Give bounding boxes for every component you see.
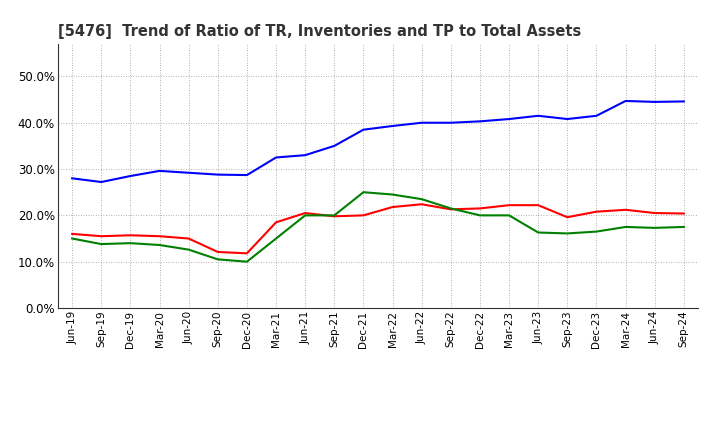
Trade Receivables (650, 210, 659, 216)
Trade Receivables (243, 251, 251, 256)
Inventories (126, 173, 135, 179)
Inventories (301, 153, 310, 158)
Trade Payables (650, 225, 659, 231)
Trade Receivables (592, 209, 600, 214)
Trade Payables (243, 259, 251, 264)
Trade Payables (505, 213, 513, 218)
Inventories (271, 155, 280, 160)
Inventories (680, 99, 688, 104)
Inventories (330, 143, 338, 149)
Trade Receivables (156, 234, 164, 239)
Inventories (68, 176, 76, 181)
Inventories (243, 172, 251, 178)
Inventories (592, 113, 600, 118)
Trade Receivables (418, 202, 426, 207)
Trade Payables (680, 224, 688, 230)
Trade Payables (359, 190, 368, 195)
Trade Payables (388, 192, 397, 197)
Trade Payables (592, 229, 600, 234)
Inventories (97, 180, 106, 185)
Text: [5476]  Trend of Ratio of TR, Inventories and TP to Total Assets: [5476] Trend of Ratio of TR, Inventories… (58, 24, 581, 39)
Trade Receivables (301, 210, 310, 216)
Inventories (359, 127, 368, 132)
Inventories (650, 99, 659, 105)
Inventories (621, 98, 630, 103)
Line: Inventories: Inventories (72, 101, 684, 182)
Inventories (505, 117, 513, 122)
Trade Payables (156, 242, 164, 248)
Trade Receivables (213, 249, 222, 255)
Trade Payables (446, 206, 455, 211)
Trade Receivables (126, 233, 135, 238)
Trade Receivables (359, 213, 368, 218)
Trade Receivables (476, 206, 485, 211)
Inventories (388, 123, 397, 128)
Trade Payables (184, 247, 193, 252)
Inventories (184, 170, 193, 176)
Inventories (534, 113, 543, 118)
Trade Payables (418, 197, 426, 202)
Trade Payables (213, 257, 222, 262)
Trade Receivables (68, 231, 76, 237)
Trade Receivables (680, 211, 688, 216)
Trade Payables (563, 231, 572, 236)
Trade Payables (534, 230, 543, 235)
Inventories (476, 119, 485, 124)
Inventories (213, 172, 222, 177)
Trade Receivables (184, 236, 193, 241)
Trade Receivables (330, 214, 338, 219)
Line: Trade Payables: Trade Payables (72, 192, 684, 262)
Trade Receivables (271, 220, 280, 225)
Trade Payables (476, 213, 485, 218)
Trade Receivables (534, 202, 543, 208)
Trade Receivables (446, 207, 455, 212)
Inventories (563, 117, 572, 122)
Trade Receivables (563, 215, 572, 220)
Trade Payables (301, 213, 310, 218)
Trade Receivables (621, 207, 630, 213)
Inventories (418, 120, 426, 125)
Trade Receivables (505, 202, 513, 208)
Trade Receivables (388, 205, 397, 210)
Trade Receivables (97, 234, 106, 239)
Trade Payables (621, 224, 630, 230)
Trade Payables (97, 242, 106, 247)
Inventories (446, 120, 455, 125)
Trade Payables (330, 213, 338, 218)
Inventories (156, 168, 164, 173)
Trade Payables (271, 236, 280, 241)
Line: Trade Receivables: Trade Receivables (72, 204, 684, 253)
Trade Payables (68, 236, 76, 241)
Trade Payables (126, 241, 135, 246)
